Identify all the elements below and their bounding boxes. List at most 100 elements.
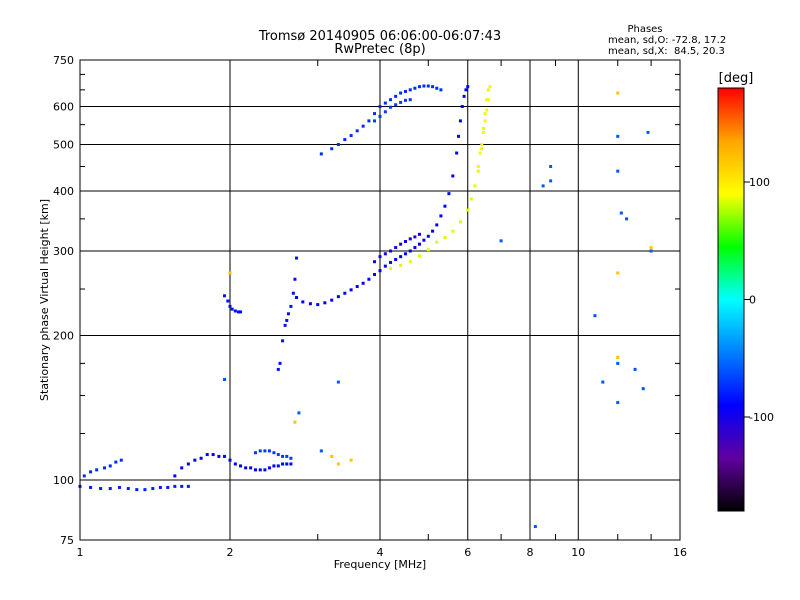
data-point bbox=[336, 462, 340, 466]
data-point bbox=[281, 462, 285, 466]
data-point bbox=[89, 470, 93, 474]
colorbar-label: [deg] bbox=[719, 71, 754, 86]
data-point bbox=[180, 484, 184, 488]
data-point bbox=[293, 277, 297, 281]
stats-x-mode: mean, sd,X: 84.5, 20.3 bbox=[608, 46, 725, 57]
data-point bbox=[244, 466, 248, 470]
data-point bbox=[383, 252, 387, 256]
data-point bbox=[108, 487, 112, 491]
data-point bbox=[373, 260, 377, 264]
data-point bbox=[481, 126, 485, 130]
colorbar-gradient bbox=[718, 88, 744, 511]
data-point bbox=[239, 464, 243, 468]
data-point bbox=[435, 223, 439, 227]
data-point bbox=[422, 84, 426, 88]
data-point bbox=[228, 271, 232, 275]
data-point bbox=[483, 112, 487, 116]
data-point bbox=[281, 339, 285, 343]
data-point bbox=[451, 229, 455, 233]
data-point bbox=[378, 255, 382, 259]
data-point bbox=[389, 98, 393, 102]
data-point bbox=[289, 456, 293, 460]
colorbar-tick-label: -100 bbox=[749, 411, 774, 424]
data-point bbox=[272, 451, 276, 455]
data-point bbox=[349, 134, 353, 138]
data-point bbox=[330, 147, 334, 151]
data-point bbox=[276, 453, 280, 457]
data-point bbox=[601, 380, 605, 384]
data-point bbox=[135, 488, 139, 492]
data-point bbox=[263, 468, 267, 472]
data-point bbox=[466, 208, 470, 212]
data-point bbox=[408, 98, 412, 102]
data-point bbox=[158, 485, 162, 489]
chart-title: Tromsø 20140905 06:06:00-06:07:43 bbox=[258, 29, 501, 44]
data-point bbox=[399, 255, 403, 259]
y-tick-label: 750 bbox=[53, 54, 74, 67]
data-point bbox=[249, 466, 253, 470]
stats-o-mode: mean, sd,O: -72.8, 17.2 bbox=[608, 35, 726, 46]
data-point bbox=[457, 134, 461, 138]
data-point bbox=[308, 302, 312, 306]
x-tick-label: 8 bbox=[527, 546, 534, 559]
data-point bbox=[343, 138, 347, 142]
data-point bbox=[258, 468, 262, 472]
data-point bbox=[408, 249, 412, 253]
data-point bbox=[378, 105, 382, 109]
y-axis-label: Stationary phase Virtual Height [km] bbox=[38, 199, 51, 401]
data-points bbox=[78, 84, 653, 529]
data-point bbox=[355, 129, 359, 133]
data-point bbox=[330, 454, 334, 458]
data-point bbox=[186, 484, 190, 488]
series-4 bbox=[223, 294, 243, 314]
data-point bbox=[616, 401, 620, 405]
data-point bbox=[295, 256, 299, 260]
data-point bbox=[349, 288, 353, 292]
data-point bbox=[336, 143, 340, 147]
data-point bbox=[499, 239, 503, 243]
data-point bbox=[488, 85, 492, 89]
series-11 bbox=[373, 98, 412, 123]
data-point bbox=[285, 462, 289, 466]
data-point bbox=[435, 86, 439, 90]
data-point bbox=[389, 249, 393, 253]
data-point bbox=[267, 449, 271, 453]
data-point bbox=[253, 468, 257, 472]
data-point bbox=[417, 232, 421, 236]
data-point bbox=[286, 312, 290, 316]
data-point bbox=[186, 462, 190, 466]
data-point bbox=[278, 361, 282, 365]
data-point bbox=[426, 84, 430, 88]
data-point bbox=[439, 88, 443, 92]
data-point bbox=[319, 449, 323, 453]
data-point bbox=[422, 238, 426, 242]
data-point bbox=[443, 204, 447, 208]
data-point bbox=[480, 143, 484, 147]
data-point bbox=[641, 387, 645, 391]
y-tick-label: 300 bbox=[53, 245, 74, 258]
data-point bbox=[117, 485, 121, 489]
data-point bbox=[295, 296, 299, 300]
data-point bbox=[233, 462, 237, 466]
data-point bbox=[399, 263, 403, 267]
x-tick-label: 4 bbox=[377, 546, 384, 559]
data-point bbox=[301, 300, 305, 304]
data-point bbox=[205, 453, 209, 457]
data-point bbox=[616, 169, 620, 173]
data-point bbox=[223, 377, 227, 381]
data-point bbox=[394, 103, 398, 107]
data-point bbox=[439, 214, 443, 218]
data-point bbox=[389, 266, 393, 270]
data-point bbox=[99, 487, 103, 491]
data-point bbox=[367, 277, 371, 281]
data-point bbox=[431, 85, 435, 89]
data-point bbox=[473, 184, 477, 188]
data-point bbox=[343, 291, 347, 295]
data-point bbox=[373, 119, 377, 123]
x-tick-label: 16 bbox=[673, 546, 687, 559]
data-point bbox=[633, 367, 637, 371]
data-point bbox=[378, 114, 382, 118]
data-point bbox=[476, 164, 480, 168]
data-point bbox=[223, 454, 227, 458]
data-point bbox=[417, 85, 421, 89]
